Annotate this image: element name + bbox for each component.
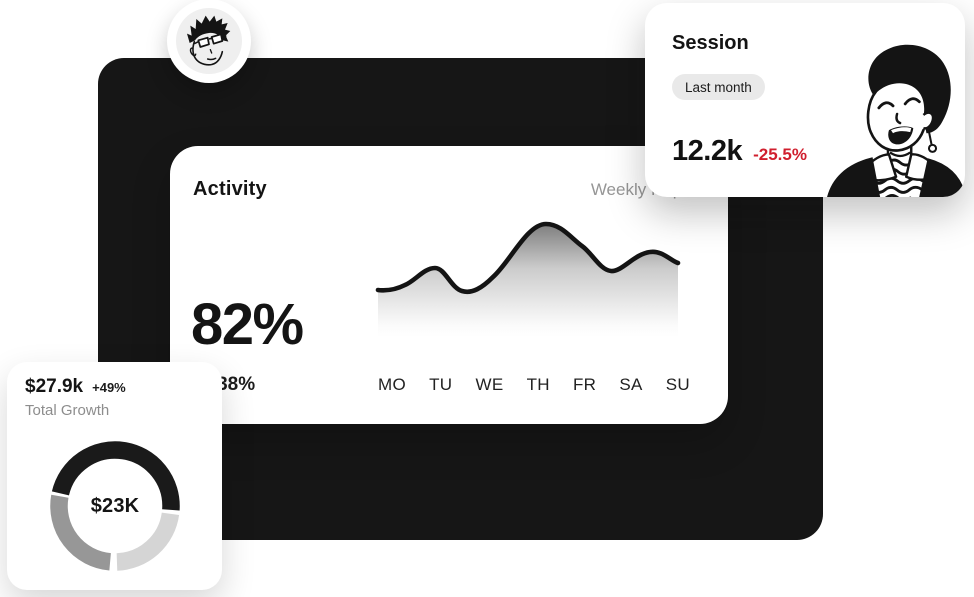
day-label-th: TH xyxy=(526,375,550,394)
day-label-su: SU xyxy=(665,375,690,394)
activity-area-fill xyxy=(378,224,678,350)
day-label-tu: TU xyxy=(429,375,453,394)
growth-label: Total Growth xyxy=(25,402,110,419)
day-label-fr: FR xyxy=(572,375,597,394)
session-value: 12.2k xyxy=(672,135,743,167)
donut-segments xyxy=(50,441,180,571)
user-avatar[interactable] xyxy=(167,0,251,83)
session-card: Session Last month 12.2k -25.5% xyxy=(645,3,965,197)
growth-value: $27.9k xyxy=(25,376,84,397)
last-month-badge[interactable]: Last month xyxy=(672,74,765,100)
activity-card: Activity Weekly Report 82% +38% MO TU WE… xyxy=(170,146,728,424)
session-change: -25.5% xyxy=(753,145,807,164)
growth-change: +49% xyxy=(92,380,126,395)
donut-segment-dark xyxy=(51,441,180,511)
activity-line xyxy=(375,221,681,295)
session-value-row: 12.2k -25.5% xyxy=(672,135,807,168)
activity-title: Activity xyxy=(193,178,267,200)
donut-chart: $23K xyxy=(40,431,190,581)
activity-area-chart xyxy=(375,221,681,350)
day-labels-row: MO TU WE TH FR SA SU xyxy=(378,375,690,395)
day-label-sa: SA xyxy=(619,375,643,394)
activity-percent: 82% xyxy=(191,292,304,357)
avatar-inner-disc xyxy=(176,8,242,74)
day-label-we: WE xyxy=(475,375,504,394)
session-title: Session xyxy=(672,32,749,54)
growth-value-row: $27.9k +49% xyxy=(25,376,126,398)
donut-segment-medium xyxy=(50,494,112,571)
laughing-man-illustration xyxy=(827,44,965,197)
donut-center-label: $23K xyxy=(90,494,140,517)
total-growth-card: $27.9k +49% Total Growth $23K xyxy=(7,362,222,590)
donut-segment-light xyxy=(116,512,180,571)
day-label-mo: MO xyxy=(378,375,406,394)
sunglasses-face-icon xyxy=(187,15,231,66)
